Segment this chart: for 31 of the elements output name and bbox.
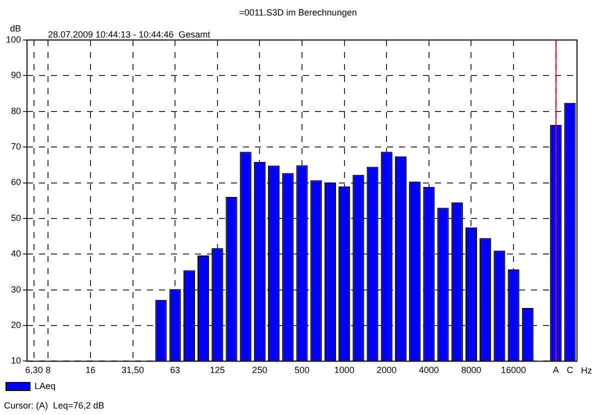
y-tick-label: 80 — [11, 106, 22, 116]
chart-subtitle: 28.07.2009 10:44:13 - 10:44:46 Gesamt — [48, 29, 211, 40]
x-tick-label: 16 — [85, 365, 96, 376]
y-tick-label: 30 — [11, 284, 22, 294]
x-tick-label: 31,50 — [122, 365, 144, 376]
legend-label: LAeq — [34, 380, 56, 391]
x-tick-label: 2000 — [376, 365, 397, 376]
x-tick-label: 6,30 — [25, 365, 43, 376]
x-tick-label: 1000 — [334, 365, 354, 376]
x-tick-label: C — [566, 365, 574, 376]
x-axis-title: Hz — [581, 366, 592, 376]
y-axis-title: dB — [10, 23, 22, 34]
y-tick-label: 100 — [6, 34, 22, 44]
y-tick-label: 40 — [11, 248, 22, 259]
x-tick-label: 8000 — [461, 365, 482, 376]
chart-title: =0011.S3D im Berechnungen — [239, 7, 357, 18]
text: Cursor: (A) Leq=76,2 dB — [4, 400, 104, 410]
y-tick-label: 10 — [11, 356, 22, 366]
x-tick-label: 16000 — [501, 365, 526, 376]
x-tick-label: 63 — [170, 365, 180, 376]
y-tick-label: 90 — [11, 70, 22, 80]
x-tick-label: A — [552, 365, 559, 376]
y-tick-label: 70 — [11, 142, 22, 152]
x-tick-label: 250 — [252, 365, 268, 376]
y-tick-label: 60 — [11, 177, 22, 188]
x-tick-label: 125 — [210, 365, 225, 376]
y-tick-label: 20 — [11, 320, 22, 330]
x-tick-label: 4000 — [418, 365, 439, 376]
x-tick-label: 500 — [294, 365, 310, 376]
x-tick-label: 8 — [46, 365, 51, 376]
y-tick-label: 50 — [11, 212, 22, 223]
